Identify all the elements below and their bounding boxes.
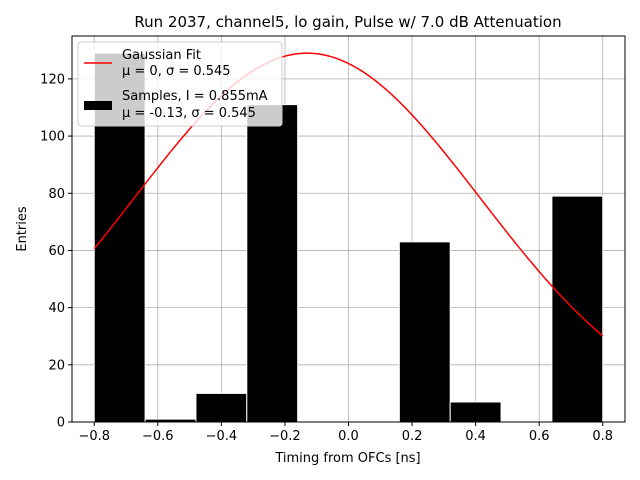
x-tick-label: 0.0 xyxy=(338,429,359,444)
y-tick-label: 100 xyxy=(40,130,65,145)
y-tick-label: 0 xyxy=(57,416,65,431)
y-tick-label: 20 xyxy=(48,358,65,373)
histogram-bar xyxy=(246,104,299,423)
legend-fit-label: Gaussian Fit xyxy=(122,48,201,63)
chart-title: Run 2037, channel5, lo gain, Pulse w/ 7.… xyxy=(134,13,561,31)
histogram-bar xyxy=(551,195,604,423)
legend: Gaussian Fit μ = 0, σ = 0.545 Samples, I… xyxy=(77,41,283,127)
legend-samples-label: Samples, I = 0.855mA xyxy=(122,89,268,104)
x-ticks: −0.8 −0.6 −0.4 −0.2 0.0 0.2 0.4 0.6 0.8 xyxy=(78,422,613,444)
y-tick-label: 60 xyxy=(48,244,65,259)
x-tick-label: −0.2 xyxy=(269,429,301,444)
histogram-bar xyxy=(195,392,248,423)
legend-samples-stats: μ = -0.13, σ = 0.545 xyxy=(122,106,256,121)
x-tick-label: −0.6 xyxy=(142,429,174,444)
x-tick-label: 0.4 xyxy=(465,429,486,444)
x-tick-label: −0.8 xyxy=(78,429,110,444)
y-axis-label: Entries xyxy=(15,206,30,252)
histogram-bar xyxy=(449,401,502,423)
x-tick-label: −0.4 xyxy=(206,429,238,444)
x-tick-label: 0.6 xyxy=(529,429,550,444)
y-tick-label: 80 xyxy=(48,187,65,202)
x-tick-label: 0.8 xyxy=(592,429,613,444)
legend-fit-stats: μ = 0, σ = 0.545 xyxy=(122,64,231,79)
histogram-bar xyxy=(398,241,451,423)
y-tick-label: 120 xyxy=(40,72,65,87)
x-tick-label: 0.2 xyxy=(402,429,423,444)
legend-samples-swatch xyxy=(84,101,112,110)
legend-box xyxy=(77,41,283,127)
x-axis-label: Timing from OFCs [ns] xyxy=(274,451,420,466)
grid xyxy=(72,36,625,423)
y-ticks: 0 20 40 60 80 100 120 xyxy=(40,72,72,431)
y-tick-label: 40 xyxy=(48,301,65,316)
fit-curve-layer xyxy=(93,52,604,337)
gaussian-fit-curve xyxy=(93,52,604,337)
